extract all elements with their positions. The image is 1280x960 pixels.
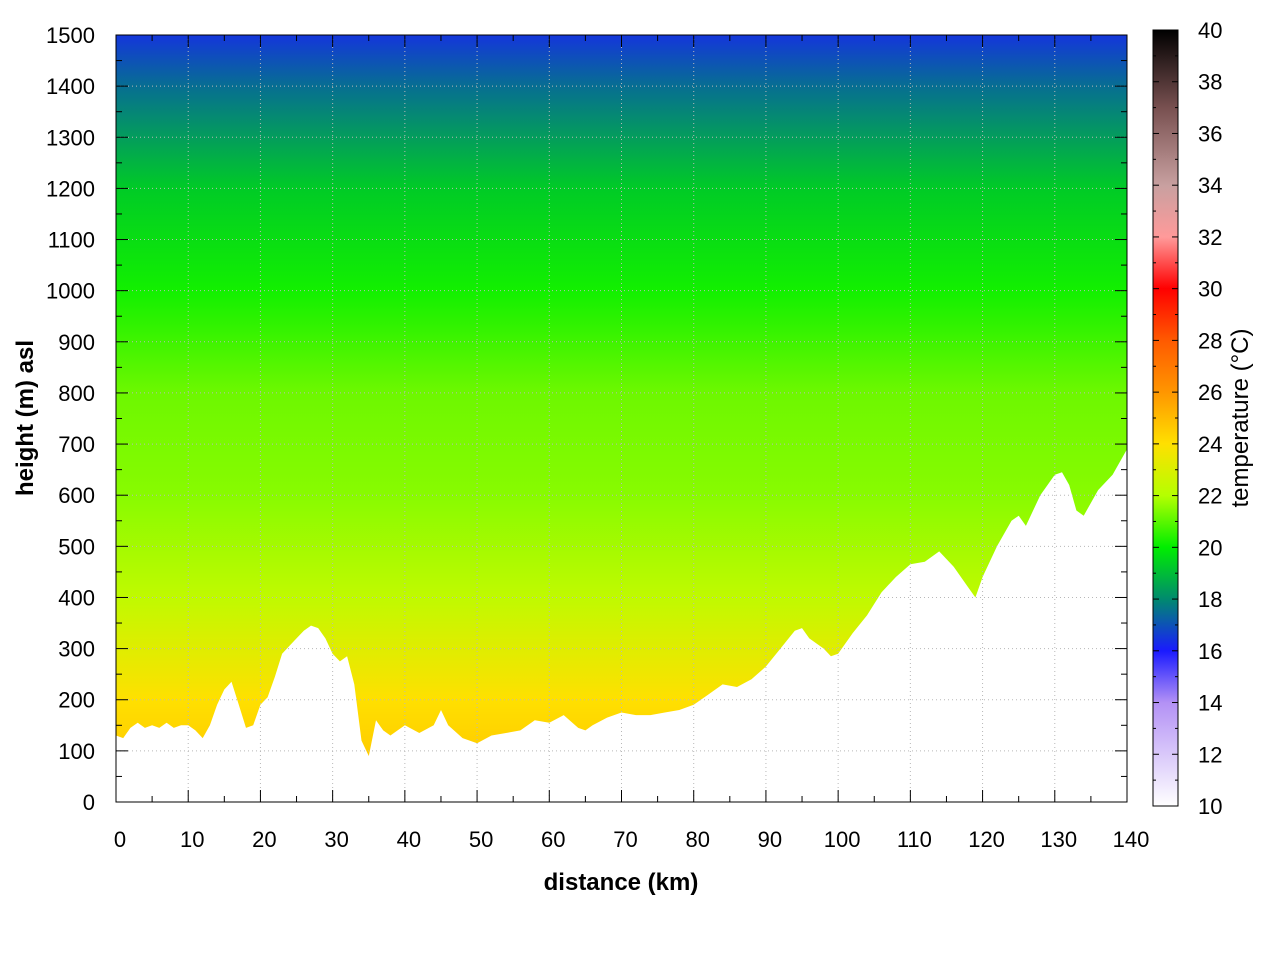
plot-area: 0 10 20 30 40 50 60 70 80 90 100 110 120 130 140 0 100 2… xyxy=(46,23,1149,852)
y-tick-label: 200 xyxy=(58,688,95,713)
y-tick-label: 300 xyxy=(58,637,95,662)
x-axis: 0 10 20 30 40 50 60 70 80 90 100 110 120 130 140 xyxy=(114,35,1149,852)
x-tick-label: 70 xyxy=(613,827,637,852)
x-tick-label: 120 xyxy=(968,827,1005,852)
y-axis-title: height (m) asl xyxy=(12,340,39,496)
colorbar-tick-label: 16 xyxy=(1198,639,1222,664)
y-tick-label: 500 xyxy=(58,534,95,559)
colorbar-tick-label: 38 xyxy=(1198,70,1222,95)
x-tick-label: 30 xyxy=(324,827,348,852)
y-tick-label: 100 xyxy=(58,739,95,764)
colorbar-scale xyxy=(1153,30,1178,806)
y-tick-label: 600 xyxy=(58,483,95,508)
x-tick-label: 10 xyxy=(180,827,204,852)
colorbar-tick-label: 30 xyxy=(1198,277,1222,302)
y-tick-label: 1200 xyxy=(46,176,95,201)
x-tick-label: 0 xyxy=(114,827,126,852)
y-tick-label: 1000 xyxy=(46,279,95,304)
colorbar-tick-label: 18 xyxy=(1198,587,1222,612)
x-tick-label: 40 xyxy=(397,827,421,852)
colorbar-title: temperature (°C) xyxy=(1227,329,1254,508)
x-tick-label: 90 xyxy=(758,827,782,852)
y-axis: 0 100 200 300 400 500 600 700 800 900 1000 1100 1200… xyxy=(46,23,1127,815)
colorbar-tick-label: 22 xyxy=(1198,484,1222,509)
colorbar-tick-label: 14 xyxy=(1198,691,1222,716)
x-tick-label: 140 xyxy=(1113,827,1150,852)
y-tick-label: 0 xyxy=(83,790,95,815)
colorbar: 10 12 14 16 18 20 22 24 26 28 30 32 34 36 38 40 xyxy=(1152,18,1222,819)
y-tick-label: 1300 xyxy=(46,125,95,150)
y-tick-label: 700 xyxy=(58,432,95,457)
x-axis-title: distance (km) xyxy=(544,869,699,896)
terrain-mask xyxy=(116,449,1127,802)
colorbar-tick-label: 26 xyxy=(1198,380,1222,405)
colorbar-tick-label: 20 xyxy=(1198,535,1222,560)
x-tick-label: 60 xyxy=(541,827,565,852)
y-tick-label: 900 xyxy=(58,330,95,355)
y-tick-label: 1400 xyxy=(46,74,95,99)
y-tick-label: 1500 xyxy=(46,23,95,48)
colorbar-tick-label: 32 xyxy=(1198,225,1222,250)
colorbar-tick-label: 34 xyxy=(1198,173,1222,198)
colorbar-tick-label: 24 xyxy=(1198,432,1222,457)
colorbar-tick-label: 36 xyxy=(1198,121,1222,146)
x-tick-label: 50 xyxy=(469,827,493,852)
colorbar-frame xyxy=(1152,29,1179,807)
y-tick-label: 800 xyxy=(58,381,95,406)
colorbar-tick-label: 28 xyxy=(1198,328,1222,353)
y-tick-label: 400 xyxy=(58,585,95,610)
x-tick-label: 20 xyxy=(252,827,276,852)
colorbar-ticks: 10 12 14 16 18 20 22 24 26 28 30 32 34 36 38 40 xyxy=(1153,18,1222,819)
x-tick-label: 80 xyxy=(685,827,709,852)
y-tick-label: 1100 xyxy=(48,228,95,253)
grid xyxy=(116,35,1127,802)
colorbar-tick-label: 12 xyxy=(1198,742,1222,767)
x-tick-label: 130 xyxy=(1040,827,1077,852)
x-tick-label: 110 xyxy=(897,827,932,852)
colorbar-tick-label: 10 xyxy=(1198,794,1222,819)
x-tick-label: 100 xyxy=(824,827,861,852)
colorbar-tick-label: 40 xyxy=(1198,18,1222,43)
